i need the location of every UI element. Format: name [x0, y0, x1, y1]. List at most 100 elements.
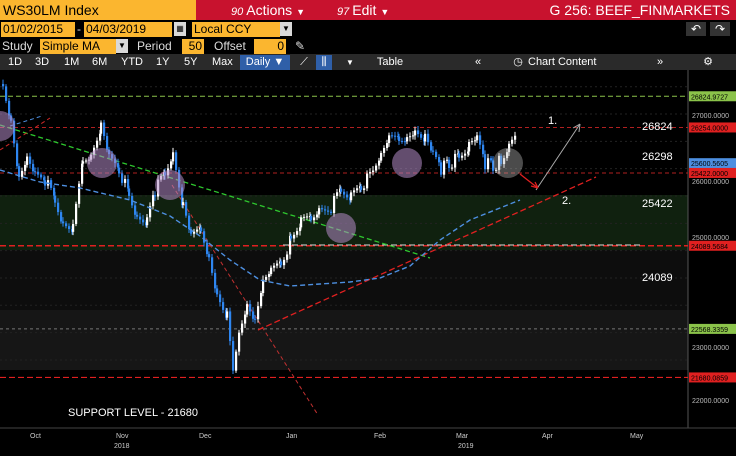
candle-body — [100, 122, 103, 134]
table-button[interactable]: Table — [376, 56, 404, 68]
calendar-icon[interactable]: ▦ — [174, 22, 186, 36]
arrow-head-icon — [572, 123, 581, 133]
candle-body — [238, 332, 241, 352]
candle-body — [276, 263, 279, 266]
trend-line — [9, 115, 43, 127]
candle-body — [106, 136, 109, 150]
candle-body — [136, 214, 139, 217]
period-field[interactable]: 50 — [182, 39, 204, 54]
chevron-down-icon[interactable]: ▼ — [346, 58, 354, 67]
line-chart-icon[interactable]: ⟋ — [300, 56, 308, 68]
candle-body — [226, 311, 229, 318]
frequency-dropdown[interactable]: Daily ▼ — [240, 55, 290, 70]
y-tick-label: 27000.0000 — [692, 113, 729, 120]
candle-body — [471, 141, 474, 143]
candle-body — [203, 231, 206, 243]
date-to-field[interactable]: 04/03/2019 — [84, 22, 172, 37]
actions-menu[interactable]: 90 Actions ▼ — [231, 0, 305, 20]
candlestick-icon[interactable]: ⫼ — [316, 55, 332, 70]
candle-body — [118, 167, 121, 174]
currency-field[interactable]: Local CCY — [192, 22, 280, 37]
candle-body — [461, 155, 464, 158]
candle-body — [438, 157, 441, 163]
period-1y[interactable]: 1Y — [156, 56, 170, 68]
candle-body — [172, 152, 175, 162]
candle-body — [57, 202, 60, 213]
candle-body — [404, 141, 407, 143]
collapse-left-icon[interactable]: « — [474, 56, 482, 68]
offset-field[interactable]: 0 — [254, 39, 286, 54]
period-6m[interactable]: 6M — [92, 56, 108, 68]
period-1d[interactable]: 1D — [8, 56, 23, 68]
period-max[interactable]: Max — [212, 56, 233, 68]
candle-body — [78, 183, 81, 204]
candle-body — [289, 235, 292, 255]
price-tag — [689, 91, 736, 102]
period-3d[interactable]: 3D — [35, 56, 50, 68]
ticker-field[interactable]: WS30LM Index — [0, 0, 196, 20]
candle-body — [296, 231, 299, 235]
candle-body — [50, 180, 53, 188]
pivot-circle — [0, 111, 15, 141]
candle-body — [152, 195, 155, 207]
candle-body — [506, 152, 509, 159]
candles — [2, 79, 517, 374]
period-label: Period — [137, 39, 172, 53]
candle-body — [318, 208, 321, 215]
candle-body — [146, 217, 149, 226]
candle-body — [262, 279, 265, 294]
candle-body — [24, 164, 27, 171]
study-field[interactable]: Simple MA — [40, 39, 116, 54]
chart-content-icon[interactable]: ◷ — [513, 56, 523, 68]
level-label: 24089 — [642, 272, 673, 284]
chart-canvas: 26824.9727 26254.0000 25600.5605 25422.0000… — [0, 70, 736, 451]
chart-content-button[interactable]: Chart Content — [528, 56, 597, 68]
candle-body — [490, 158, 493, 161]
candle-body — [13, 120, 16, 144]
candle-body — [492, 160, 495, 171]
period-1m[interactable]: 1M — [64, 56, 80, 68]
candle-body — [482, 144, 485, 155]
candle-body — [131, 196, 134, 206]
candle-body — [299, 227, 302, 232]
y-tick-label: 25000.0000 — [692, 235, 729, 242]
candle-body — [190, 229, 193, 234]
candle-body — [62, 221, 65, 224]
price-chart[interactable]: 26824.9727 26254.0000 25600.5605 25422.0000… — [0, 70, 736, 451]
period-ytd[interactable]: YTD — [121, 56, 143, 68]
year-label: 2018 — [114, 443, 130, 450]
candle-body — [32, 163, 35, 172]
study-bar: Study Simple MA ▼ Period 50 Offset 0 ✎ — [0, 38, 736, 54]
candle-body — [211, 257, 214, 273]
uptrend-line — [257, 176, 597, 331]
y-tick-label: 23000.0000 — [692, 345, 729, 352]
expand-right-icon[interactable]: » — [656, 56, 664, 68]
redo-icon[interactable]: ↷ — [710, 22, 730, 36]
date-separator: - — [77, 22, 81, 36]
candle-body — [484, 154, 487, 170]
undo-icon[interactable]: ↶ — [686, 22, 706, 36]
chevron-down-icon[interactable]: ▼ — [116, 39, 128, 53]
arrow-head-icon — [530, 181, 539, 189]
candle-body — [254, 318, 257, 320]
candle-body — [26, 156, 29, 165]
candle-body — [44, 180, 47, 186]
candle-body — [391, 135, 394, 137]
date-from-field[interactable]: 01/02/2015 — [1, 22, 75, 37]
candle-body — [401, 141, 404, 143]
level-label: 26824 — [642, 121, 673, 133]
candle-body — [121, 173, 124, 183]
candle-body — [96, 140, 99, 148]
gear-icon[interactable]: ⚙ — [703, 56, 713, 68]
candle-body — [336, 192, 339, 196]
candle-body — [313, 217, 316, 221]
period-5y[interactable]: 5Y — [184, 56, 198, 68]
pencil-icon[interactable]: ✎ — [295, 39, 306, 53]
chevron-down-icon[interactable]: ▼ — [280, 22, 292, 36]
candle-body — [53, 187, 56, 196]
candle-body — [142, 219, 145, 223]
candle-body — [324, 209, 327, 211]
candle-body — [54, 195, 57, 203]
title-bar: WS30LM Index 90 Actions ▼ 97 Edit ▼ G 256: B… — [0, 0, 736, 20]
edit-menu[interactable]: 97 Edit ▼ — [337, 0, 389, 20]
